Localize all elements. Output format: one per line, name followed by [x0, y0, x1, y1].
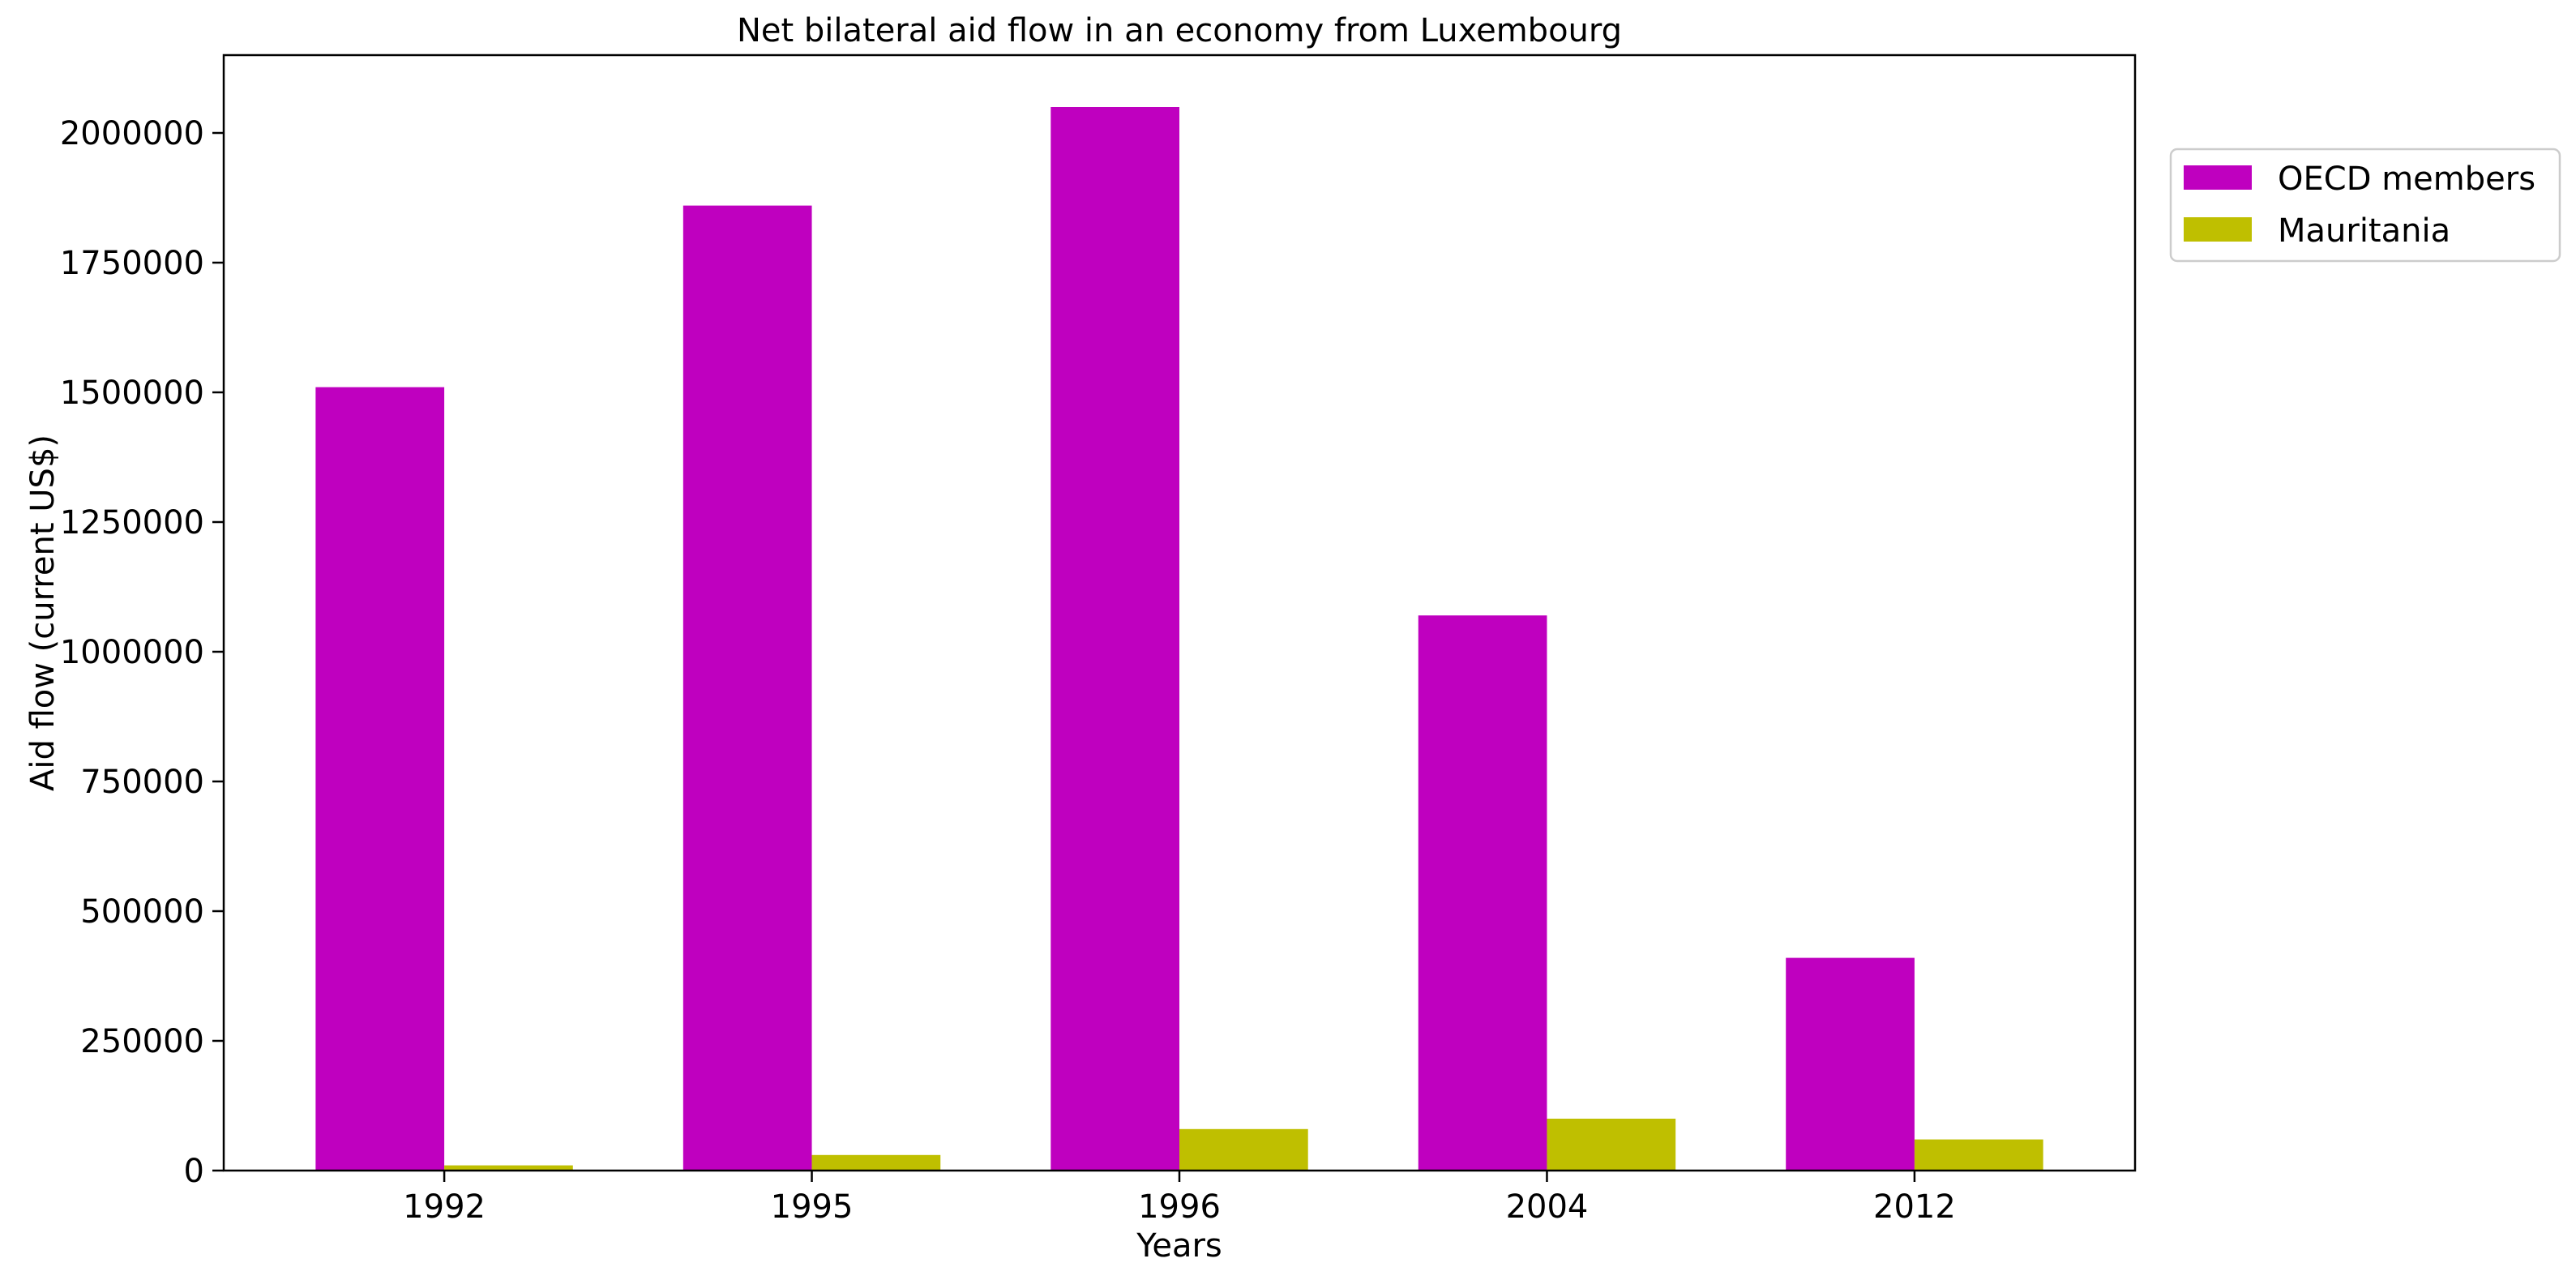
legend-swatch [2184, 217, 2252, 242]
bar-mauritania-1996 [1179, 1128, 1308, 1171]
y-tick-label: 1000000 [60, 634, 204, 671]
bar-mauritania-1995 [811, 1154, 941, 1171]
chart-title: Net bilateral aid flow in an economy fro… [737, 12, 1622, 49]
bar-oecd-members-1996 [1051, 107, 1179, 1171]
y-tick-label: 1500000 [60, 375, 204, 412]
x-tick-label: 1996 [1138, 1188, 1221, 1226]
y-tick-label: 1250000 [60, 504, 204, 542]
bar-oecd-members-1992 [315, 387, 445, 1171]
y-tick-label: 2000000 [60, 115, 204, 152]
legend-box [2169, 148, 2561, 263]
y-tick-label: 0 [184, 1153, 204, 1190]
bar-mauritania-2012 [1914, 1139, 2043, 1171]
legend: OECD members Mauritania [2169, 148, 2561, 263]
legend-label: Mauritania [2278, 212, 2450, 250]
y-axis: 0 250000 500000 750000 1000000 1250000 1500000… [60, 115, 224, 1190]
y-axis-label: Aid flow (current US$) [24, 435, 62, 791]
x-tick-label: 1995 [771, 1188, 854, 1226]
y-tick-label: 1750000 [60, 245, 204, 282]
bar-oecd-members-2004 [1418, 615, 1547, 1171]
x-axis: 1992 1995 1996 2004 2012 [403, 1171, 1956, 1226]
y-tick-label: 750000 [80, 764, 204, 801]
bar-oecd-members-1995 [683, 205, 812, 1171]
y-tick-label: 250000 [80, 1023, 204, 1060]
x-tick-label: 1992 [403, 1188, 486, 1226]
bar-mauritania-2004 [1547, 1119, 1676, 1171]
bar-mauritania-1992 [444, 1165, 573, 1171]
bar-oecd-members-2012 [1786, 957, 1915, 1171]
x-axis-label: Years [1136, 1227, 1222, 1265]
x-tick-label: 2004 [1506, 1188, 1589, 1226]
x-tick-label: 2012 [1873, 1188, 1956, 1226]
legend-swatch [2184, 165, 2252, 190]
y-tick-label: 500000 [80, 893, 204, 931]
legend-label: OECD members [2278, 161, 2535, 198]
bars-group [315, 107, 2043, 1171]
